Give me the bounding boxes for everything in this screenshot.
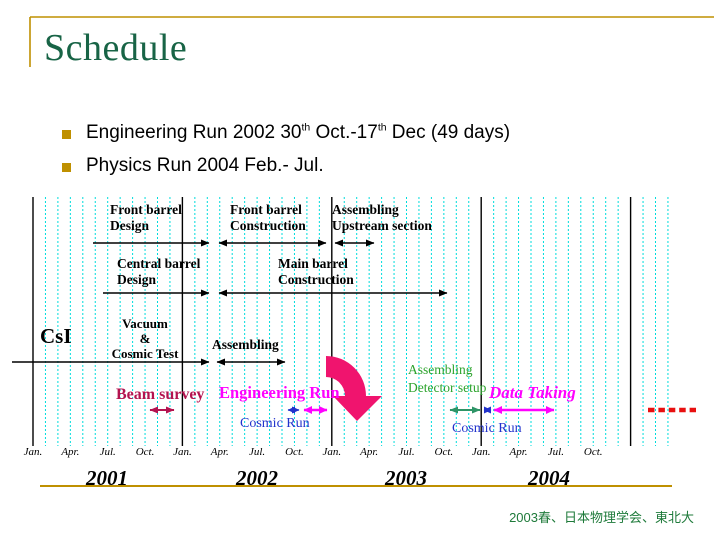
year-label-2004: 2004 <box>528 466 570 490</box>
month-tick-label: Oct. <box>285 446 304 458</box>
month-tick-label: Oct. <box>135 446 155 458</box>
label-assembling-upstream: Assembling Upstream section <box>332 202 432 233</box>
year-label-2002: 2002 <box>236 466 278 490</box>
label-beam-survey: Beam survey <box>116 386 205 403</box>
footer-credit: 2003春、日本物理学会、東北大 <box>509 510 694 525</box>
bullet-text-superscript: th <box>377 122 387 134</box>
month-tick-label: Jan. <box>173 446 192 458</box>
bullet-text-part: Oct.-17 <box>310 122 378 143</box>
month-tick-label: Jul. <box>248 446 266 458</box>
month-tick-label: Jul. <box>398 446 415 458</box>
label-data-taking: Data Taking <box>489 383 576 402</box>
bullet-square-icon <box>62 163 71 172</box>
month-tick-label: Jul. <box>547 446 564 458</box>
month-tick-label: Oct. <box>434 446 454 458</box>
label-assembling: Assembling <box>212 337 279 352</box>
label-engineering-run: Engineering Run <box>219 383 340 402</box>
curved-arrow-icon <box>326 356 382 421</box>
month-tick-label: Jan. <box>322 446 342 458</box>
bullet-text-part: Dec (49 days) <box>386 122 511 143</box>
label-assembling-detector-setup: Assembling Detector setup <box>408 362 487 395</box>
label-cosmic-run-1: Cosmic Run <box>240 416 310 431</box>
label-cosmic-run-2: Cosmic Run <box>452 421 522 436</box>
month-tick-label: Jan. <box>23 446 43 458</box>
label-central-barrel-design: Central barrel Design <box>117 256 201 287</box>
bullet-text-part: Engineering Run 2002 30 <box>86 122 302 143</box>
bullet-item-physics-run: Physics Run 2004 Feb.- Jul. <box>86 155 324 176</box>
bullet-square-icon <box>62 130 71 139</box>
month-tick-label: Apr. <box>360 446 379 458</box>
month-tick-label: Apr. <box>61 446 80 458</box>
task-arrows <box>12 239 696 421</box>
label-front-barrel-construction: Front barrel Construction <box>230 202 306 233</box>
month-tick-label: Jan. <box>471 446 491 458</box>
year-label-2003: 2003 <box>385 466 427 490</box>
bullet-text-superscript: th <box>301 122 311 134</box>
label-csi: CsI <box>40 324 72 348</box>
year-label-2001: 2001 <box>86 466 128 490</box>
page-title: Schedule <box>44 27 188 69</box>
month-tick-label: Apr. <box>210 446 229 458</box>
month-tick-label: Oct. <box>583 446 603 458</box>
label-front-barrel-design: Front barrel Design <box>110 202 182 233</box>
month-tick-label: Apr. <box>509 446 528 458</box>
label-main-barrel-construction: Main barrel Construction <box>278 256 354 287</box>
label-vacuum-cosmic-test: Vacuum & Cosmic Test <box>111 316 179 361</box>
month-tick-label: Jul. <box>99 446 116 458</box>
bullet-item-engineering-run: Engineering Run 2002 30th Oct.-17th Dec … <box>86 122 510 144</box>
gridlines <box>32 197 669 446</box>
